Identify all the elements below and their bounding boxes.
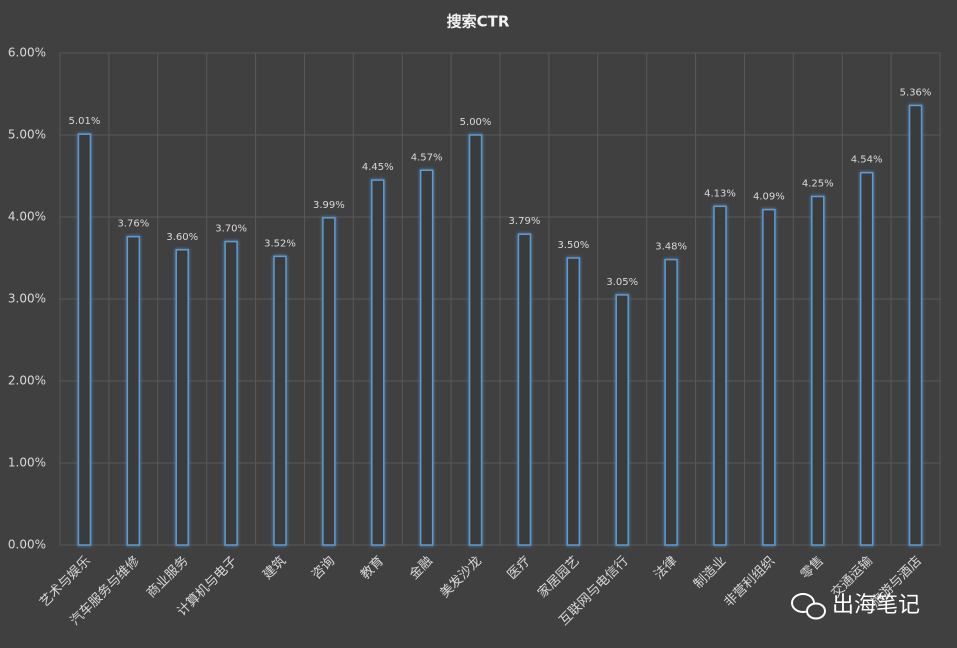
- value-label: 4.54%: [851, 155, 883, 166]
- bar: [371, 179, 385, 546]
- y-tick-label: 6.00%: [8, 46, 46, 60]
- value-label: 3.52%: [264, 238, 296, 249]
- bar: [126, 235, 141, 546]
- value-label: 4.09%: [753, 192, 785, 203]
- value-label: 3.70%: [215, 224, 247, 235]
- bar: [468, 134, 483, 546]
- value-label: 3.60%: [166, 232, 198, 243]
- bar: [77, 133, 92, 546]
- bar: [224, 240, 238, 546]
- bar: [762, 208, 776, 546]
- value-label: 4.45%: [362, 162, 394, 173]
- value-label: 3.99%: [313, 200, 345, 211]
- y-tick-label: 3.00%: [8, 292, 46, 306]
- bar: [566, 257, 581, 546]
- value-label: 3.05%: [606, 277, 638, 288]
- watermark: 出海笔记: [832, 593, 920, 618]
- value-label: 4.13%: [704, 188, 736, 199]
- value-label: 4.25%: [802, 179, 834, 190]
- chart-title: 搜索CTR: [447, 13, 510, 31]
- bar: [517, 233, 532, 546]
- y-tick-label: 0.00%: [8, 538, 46, 552]
- value-label: 3.48%: [655, 242, 687, 253]
- y-tick-label: 5.00%: [8, 128, 46, 142]
- value-label: 3.76%: [117, 219, 149, 230]
- y-tick-label: 4.00%: [8, 210, 46, 224]
- y-tick-label: 1.00%: [8, 456, 46, 470]
- watermark-group: 出海笔记: [791, 593, 920, 620]
- bar: [859, 171, 874, 546]
- bar: [908, 104, 923, 546]
- bar: [664, 258, 678, 546]
- value-label: 4.57%: [411, 152, 443, 163]
- y-tick-label: 2.00%: [8, 374, 46, 388]
- value-label: 5.36%: [900, 87, 932, 98]
- bar: [175, 249, 189, 546]
- bar: [419, 169, 434, 546]
- value-label: 5.00%: [460, 117, 492, 128]
- bar: [615, 294, 629, 546]
- bar: [713, 205, 727, 546]
- bar: [811, 195, 825, 546]
- watermark-icon: [806, 602, 826, 620]
- value-label: 3.50%: [557, 240, 589, 251]
- value-label: 5.01%: [69, 116, 101, 127]
- bar: [322, 217, 336, 546]
- value-label: 3.79%: [509, 216, 541, 227]
- bar: [273, 255, 287, 546]
